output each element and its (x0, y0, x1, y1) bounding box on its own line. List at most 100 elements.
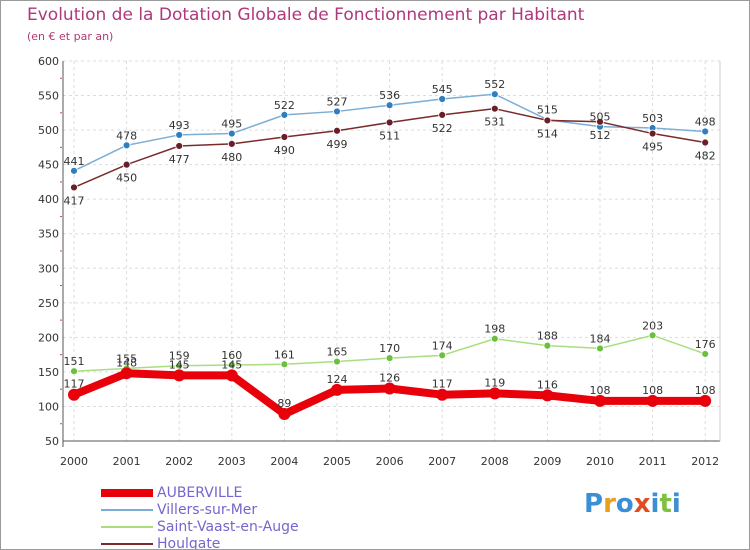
data-point (596, 117, 604, 126)
data-label: 188 (537, 330, 558, 343)
data-label: 108 (590, 384, 611, 397)
data-point (333, 126, 341, 135)
data-point (278, 408, 291, 421)
data-label: 511 (379, 129, 400, 142)
data-label: 161 (274, 348, 295, 361)
data-point (490, 104, 499, 113)
data-point (173, 369, 186, 382)
data-label: 108 (642, 384, 663, 397)
y-tick-label: 400 (38, 193, 59, 206)
data-label: 124 (327, 373, 348, 386)
data-point (385, 101, 394, 110)
data-label: 482 (695, 150, 716, 163)
x-tick-label: 2007 (428, 455, 456, 468)
x-tick-label: 2003 (218, 455, 246, 468)
proxiti-logo: Proxiti (584, 489, 681, 519)
data-point (225, 369, 238, 382)
legend-label: Houlgate (157, 535, 221, 550)
x-tick-label: 2002 (165, 455, 193, 468)
y-tick-label: 300 (38, 262, 59, 275)
data-label: 116 (537, 378, 558, 391)
data-point (280, 360, 289, 369)
chart-subtitle: (en € et par an) (27, 30, 114, 43)
data-label: 522 (274, 99, 295, 112)
y-tick-label: 150 (38, 366, 59, 379)
data-point (68, 388, 80, 401)
y-tick-label: 100 (38, 400, 59, 413)
data-label: 505 (590, 111, 611, 124)
data-point (70, 183, 78, 192)
x-tick-label: 2008 (481, 455, 509, 468)
y-tick-label: 350 (38, 228, 59, 241)
y-tick-label: 500 (38, 124, 59, 137)
x-tick-label: 2000 (60, 455, 88, 468)
legend-swatch (101, 542, 153, 545)
data-label: 536 (379, 89, 400, 102)
data-point (490, 90, 499, 99)
data-label: 184 (590, 332, 611, 345)
legend-item: Villers-sur-Mer (101, 501, 299, 518)
legend-label: Saint-Vaast-en-Auge (157, 518, 299, 535)
data-point (122, 160, 131, 169)
data-point (438, 95, 447, 103)
data-label: 522 (432, 122, 453, 135)
data-label: 499 (327, 138, 348, 151)
data-point (70, 367, 78, 376)
y-tick-label: 200 (38, 331, 59, 344)
data-label: 441 (64, 155, 85, 168)
data-label: 477 (169, 153, 190, 166)
data-point (648, 331, 657, 340)
data-label: 119 (484, 376, 505, 389)
data-point (280, 133, 289, 141)
logo-letter: P (584, 489, 604, 519)
legend-swatch (101, 488, 153, 497)
data-point (488, 387, 501, 400)
data-point (120, 367, 133, 380)
data-point (175, 131, 184, 139)
x-tick-label: 2006 (376, 455, 404, 468)
data-label: 117 (432, 378, 453, 391)
data-label: 198 (484, 323, 505, 336)
legend-swatch (101, 525, 153, 528)
data-label: 515 (537, 104, 558, 117)
x-tick-label: 2004 (270, 455, 298, 468)
data-point (594, 394, 606, 407)
data-label: 151 (64, 355, 85, 368)
data-point (646, 394, 659, 407)
data-point (333, 357, 341, 366)
data-point (436, 388, 449, 401)
data-label: 514 (537, 127, 558, 140)
data-point (490, 334, 499, 343)
logo-letter: i (671, 489, 681, 519)
x-tick-label: 2010 (586, 455, 614, 468)
data-label: 503 (642, 112, 663, 125)
data-label: 203 (642, 319, 663, 332)
legend-item: Houlgate (101, 535, 299, 550)
y-tick-label: 600 (38, 55, 59, 68)
data-label: 493 (169, 119, 190, 132)
x-tick-label: 2001 (113, 455, 141, 468)
data-point (385, 354, 394, 362)
legend-item: Saint-Vaast-en-Auge (101, 518, 299, 535)
y-tick-label: 450 (38, 159, 59, 172)
x-tick-label: 2012 (691, 455, 719, 468)
data-point (699, 394, 712, 407)
data-label: 155 (116, 352, 137, 365)
legend-item: AUBERVILLE (101, 484, 299, 501)
data-point (227, 361, 236, 369)
chart-legend: AUBERVILLE Villers-sur-Mer Saint-Vaast-en-… (101, 484, 299, 550)
logo-letter: x (633, 489, 651, 519)
data-point (701, 127, 710, 136)
data-label: 160 (221, 349, 242, 362)
x-tick-label: 2005 (323, 455, 351, 468)
data-label: 552 (484, 78, 505, 91)
data-label: 512 (590, 129, 611, 142)
data-point (175, 361, 184, 370)
data-point (438, 110, 447, 119)
data-label: 117 (64, 378, 85, 391)
data-point (280, 110, 289, 119)
y-tick-label: 50 (45, 435, 59, 448)
chart-title: Evolution de la Dotation Globale de Fonc… (27, 5, 585, 25)
